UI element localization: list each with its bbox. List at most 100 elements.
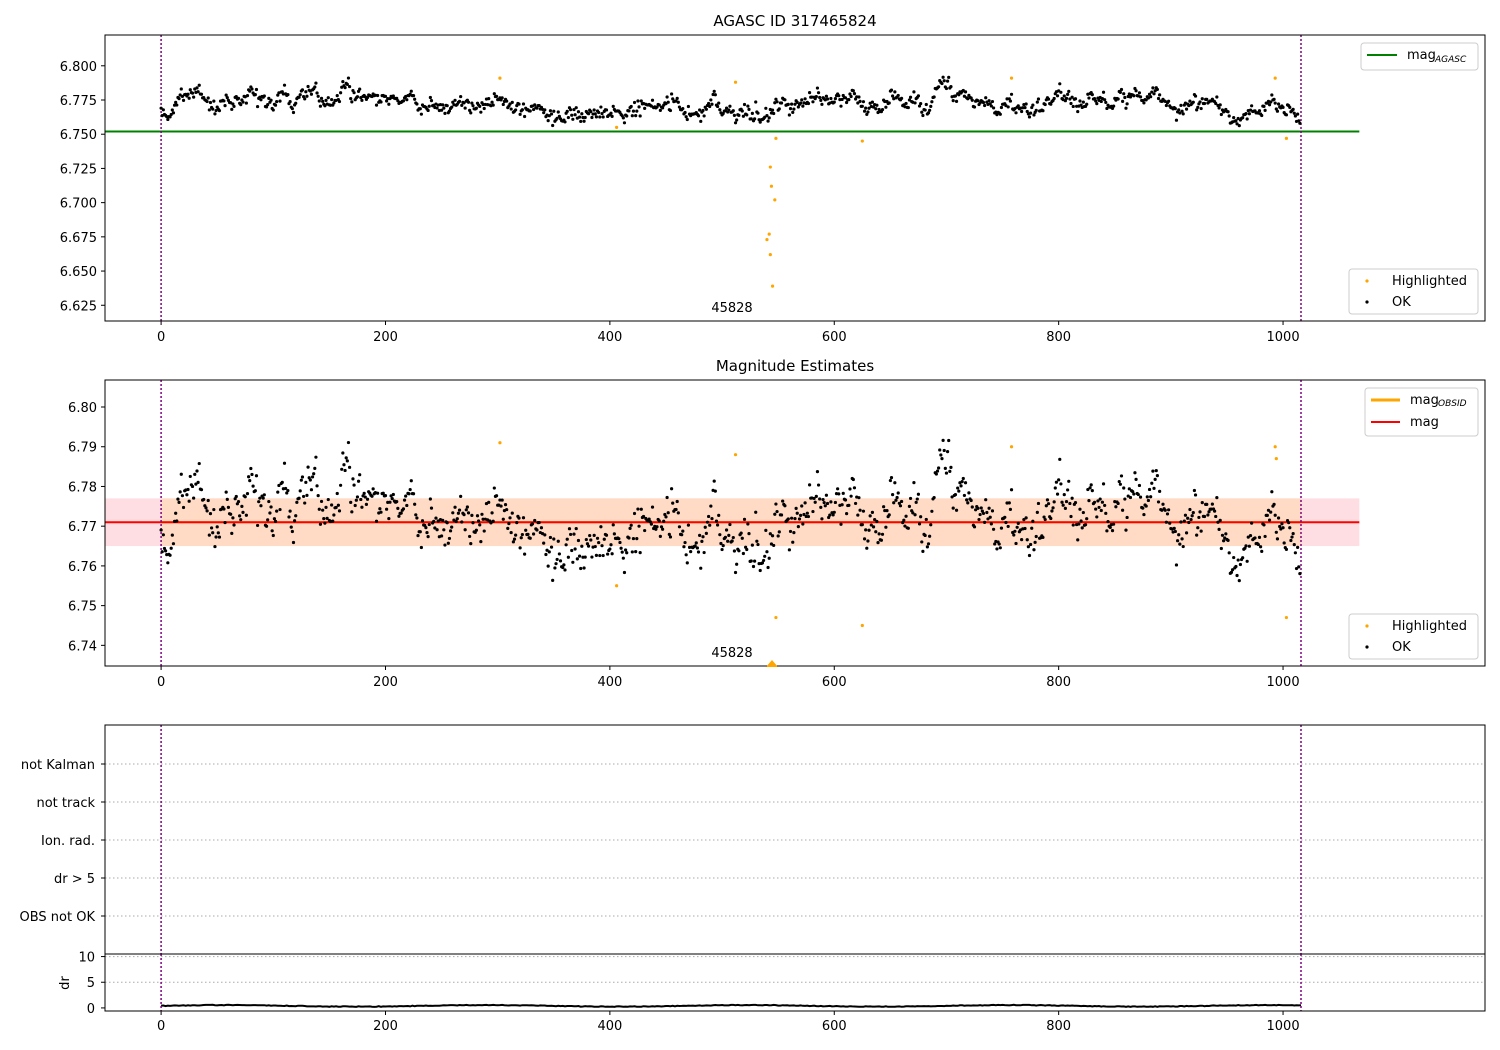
p2-ok-point-112: [285, 491, 289, 495]
p1-ok-point-138: [314, 81, 318, 85]
p1-ok-point-86: [255, 104, 260, 109]
p2-ok-point-353: [555, 557, 559, 562]
p1-ok-point-822: [1081, 100, 1085, 104]
p2-ok-point-774: [1027, 553, 1032, 558]
p2-ok-point-401: [609, 543, 613, 547]
p2-ok-point-453: [667, 532, 671, 536]
p1-ok-point-169: [349, 97, 353, 101]
p1-ok-point-815: [1073, 97, 1078, 101]
p1-ok-point-28: [190, 91, 195, 95]
p2-ok-point-84: [253, 489, 257, 493]
p2-ok-point-332: [531, 532, 536, 536]
p1-ok-point-92: [262, 94, 266, 98]
p2-ok-point-62: [229, 512, 233, 516]
p2-ok-point-114: [287, 515, 291, 519]
p2-ok-point-979: [1257, 535, 1262, 539]
p2-ok-point-810: [1068, 501, 1072, 506]
p2-ok-point-427: [638, 550, 642, 555]
p2-ok-point-697: [941, 438, 945, 442]
p2-ok-point-570: [799, 513, 803, 518]
panel-agasc-legend-lines: mag AGASC: [1360, 42, 1479, 71]
p2-ok-point-464: [680, 533, 684, 537]
p1-ok-point-951: [1226, 110, 1230, 114]
p1-ok-point-704: [949, 84, 953, 89]
p2-ok-point-316: [514, 533, 518, 537]
p1-ok-point-958: [1234, 119, 1238, 123]
p1-ok-point-564: [792, 107, 796, 111]
p2-ok-point-691: [934, 472, 938, 476]
p1-highlighted-point-4: [615, 125, 619, 129]
p1-ok-point-568: [796, 105, 800, 109]
p2-ok-point-924: [1196, 526, 1200, 530]
p2-ok-point-733: [981, 511, 986, 516]
p1-highlighted-point-11: [767, 232, 771, 236]
p2-ok-point-32: [195, 469, 199, 473]
p2-ok-point-480: [698, 533, 702, 538]
p1-highlighted-point-2: [1009, 76, 1014, 80]
p2-ok-point-855: [1118, 482, 1122, 486]
p2-ok-point-708: [953, 493, 958, 497]
p2-ok-point-786: [1041, 535, 1045, 540]
p1-ok-point-952: [1227, 114, 1231, 118]
p1-ok-point-447: [661, 106, 665, 110]
p1-ok-point-484: [702, 114, 706, 118]
p2-ok-point-352: [554, 562, 558, 566]
p2-ok-point-271: [463, 528, 467, 532]
legend-marker-highlighted-1: [1365, 279, 1369, 283]
p1-ok-point-741: [990, 99, 995, 104]
p2-ok-point-265: [456, 511, 461, 515]
p1-ok-point-454: [668, 108, 673, 113]
p1-ok-point-20: [181, 98, 186, 103]
p2-ok-point-880: [1146, 498, 1151, 503]
p2-ok-point-601: [833, 500, 837, 505]
p2-ok-point-949: [1224, 532, 1228, 536]
p2-ok-point-735: [984, 498, 988, 502]
p2-ok-point-272: [464, 508, 468, 512]
p2-ok-point-621: [856, 513, 860, 517]
p2-ok-point-520: [742, 517, 747, 521]
p2-ok-point-711: [957, 489, 961, 493]
p2-ok-point-554: [781, 499, 785, 503]
p2-ok-point-302: [498, 498, 502, 502]
p1-ok-point-346: [547, 114, 551, 118]
p1-ok-point-907: [1177, 108, 1181, 112]
p1-ok-point-682: [924, 102, 928, 107]
p1-ok-point-257: [447, 109, 452, 113]
p2-ok-point-702: [947, 438, 951, 443]
p2-ok-point-512: [733, 570, 738, 575]
p2-ok-point-651: [889, 475, 894, 480]
p2-ok-point-856: [1119, 474, 1124, 478]
p2-ok-point-794: [1050, 509, 1054, 513]
p2-ok-point-888: [1155, 474, 1159, 478]
p2-ok-point-442: [655, 525, 659, 529]
p1-highlighted-point-7: [1284, 136, 1289, 140]
p2-ok-point-841: [1103, 503, 1107, 508]
p1-ok-point-253: [443, 111, 447, 115]
p2-ok-point-961: [1237, 579, 1241, 583]
p2-ok-point-438: [650, 505, 655, 509]
p2-ok-point-538: [763, 554, 767, 558]
p1-ok-point-77: [245, 94, 250, 98]
p2-ok-point-283: [477, 519, 481, 523]
p2-ok-point-89: [259, 504, 263, 508]
p1-ytick-label-7: 6.800: [60, 60, 97, 75]
p1-ok-point-796: [1052, 96, 1056, 101]
p2-ok-point-719: [966, 501, 970, 505]
p4-ytick-label-1: 5: [87, 976, 95, 991]
p2-ok-point-930: [1202, 514, 1207, 519]
p1-ok-point-0: [159, 106, 163, 110]
p1-ok-point-652: [891, 94, 895, 98]
p2-ok-point-430: [641, 514, 646, 519]
p2-ok-point-686: [929, 523, 933, 527]
p1-ok-point-645: [883, 99, 887, 104]
p1-ok-point-397: [604, 108, 609, 112]
p1-ok-point-9: [169, 112, 173, 117]
p2-ok-point-329: [528, 536, 532, 540]
p2-ok-point-226: [413, 502, 417, 506]
p2-ok-point-681: [923, 533, 927, 538]
p1-ok-point-270: [462, 101, 466, 105]
p1-ok-point-782: [1036, 97, 1041, 101]
p2-ok-point-821: [1080, 526, 1084, 530]
p2-ok-point-154: [332, 513, 336, 517]
p3-flag-label-3: dr > 5: [54, 872, 95, 887]
